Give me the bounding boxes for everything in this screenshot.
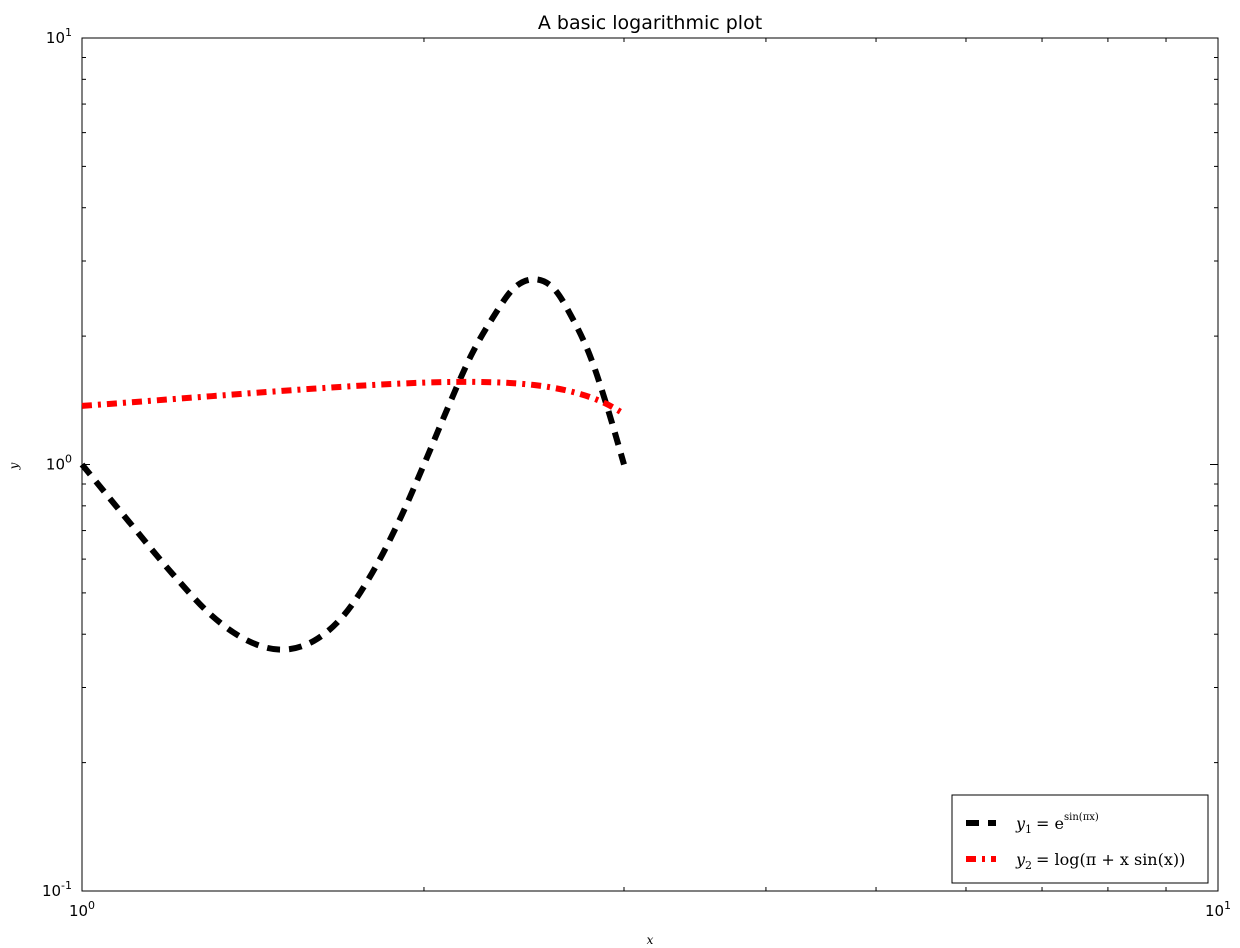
y-tick-label: 10-1 <box>42 879 72 900</box>
y-tick-labels: 10-1 100 101 <box>42 26 72 900</box>
x-tick-label: 101 <box>1205 899 1231 920</box>
legend-label: y1 = esin(πx) <box>1015 812 1099 836</box>
legend-box <box>951 794 1209 884</box>
y-axis-label: y <box>7 462 21 470</box>
legend-entries: y1 = esin(πx) y2 = log(π + x sin(x)) <box>966 812 1185 872</box>
legend-label: y2 = log(π + x sin(x)) <box>1015 850 1185 872</box>
series-line-y1 <box>79 276 627 653</box>
plot-frame <box>81 37 1219 892</box>
legend: y1 = esin(πx) y2 = log(π + x sin(x)) <box>951 794 1209 884</box>
x-tick-label: 100 <box>69 899 95 920</box>
x-axis-label: x <box>647 933 654 947</box>
chart-title: A basic logarithmic plot <box>538 12 762 34</box>
x-tick-labels: 100 101 <box>69 899 1231 920</box>
major-ticks <box>81 37 1219 892</box>
y-tick-label: 100 <box>46 453 72 474</box>
y-tick-label: 101 <box>46 26 72 47</box>
minor-ticks <box>82 38 1218 891</box>
series-layer <box>79 276 627 653</box>
series-line-y2 <box>81 378 626 417</box>
